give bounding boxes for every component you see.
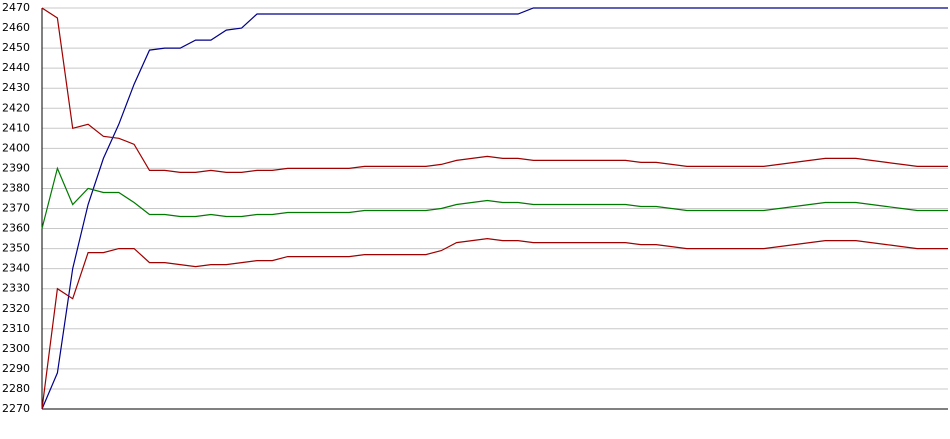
- y-tick-label: 2280: [2, 382, 30, 395]
- series-line: [41, 237, 948, 410]
- y-tick-label: 2390: [2, 161, 30, 174]
- y-tick-label: 2440: [2, 61, 30, 74]
- y-tick-label: 2350: [2, 242, 30, 255]
- series-line: [41, 7, 948, 173]
- y-tick-label: 2310: [2, 322, 30, 335]
- y-tick-label: 2340: [2, 262, 30, 275]
- series-line: [41, 166, 948, 229]
- y-tick-label: 2360: [2, 222, 30, 235]
- y-tick-label: 2430: [2, 81, 30, 94]
- y-tick-label: 2380: [2, 181, 30, 194]
- y-tick-label: 2470: [2, 1, 30, 14]
- y-tick-label: 2320: [2, 302, 30, 315]
- y-tick-label: 2410: [2, 121, 30, 134]
- y-tick-label: 2420: [2, 101, 30, 114]
- y-tick-label: 2400: [2, 141, 30, 154]
- y-tick-label: 2370: [2, 202, 30, 215]
- series-line: [41, 7, 948, 410]
- y-tick-label: 2450: [2, 41, 30, 54]
- y-tick-label: 2290: [2, 362, 30, 375]
- y-tick-label: 2330: [2, 282, 30, 295]
- y-tick-label: 2460: [2, 21, 30, 34]
- y-tick-label: 2270: [2, 402, 30, 415]
- y-tick-label: 2300: [2, 342, 30, 355]
